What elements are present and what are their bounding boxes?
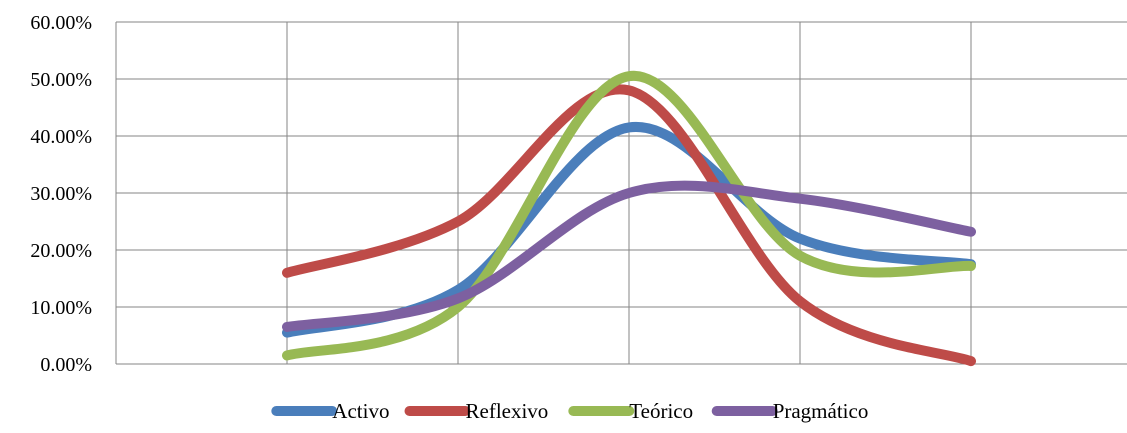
y-axis: 0.00% 10.00% 20.00% 30.00% 40.00% 50.00% 60.00… bbox=[30, 12, 92, 376]
y-tick-label: 10.00% bbox=[30, 297, 92, 319]
legend-label: Activo bbox=[332, 399, 389, 423]
legend-label: Teórico bbox=[629, 399, 693, 423]
y-tick-label: 0.00% bbox=[40, 354, 92, 376]
y-tick-label: 30.00% bbox=[30, 183, 92, 205]
legend-label: Reflexivo bbox=[466, 399, 549, 423]
y-tick-label: 20.00% bbox=[30, 240, 92, 262]
y-tick-label: 60.00% bbox=[30, 12, 92, 34]
legend-label: Pragmático bbox=[773, 399, 869, 423]
y-tick-label: 50.00% bbox=[30, 69, 92, 91]
y-tick-label: 40.00% bbox=[30, 126, 92, 148]
legend: Activo Reflexivo Teórico Pragmático bbox=[276, 399, 868, 423]
